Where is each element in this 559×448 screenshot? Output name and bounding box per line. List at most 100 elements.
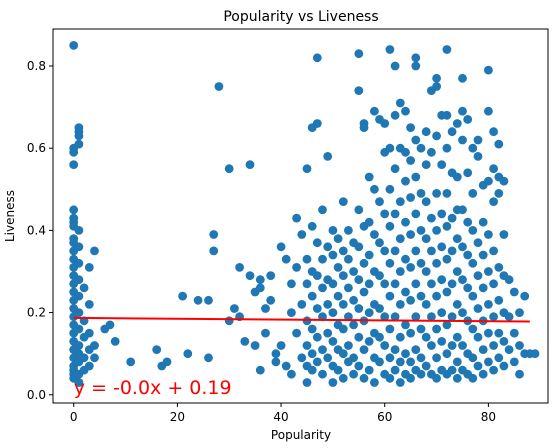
data-point	[421, 300, 431, 309]
data-point	[437, 242, 447, 252]
data-point	[266, 271, 276, 280]
data-point	[458, 242, 467, 252]
data-point	[494, 295, 504, 305]
data-point	[395, 378, 405, 387]
data-point	[250, 341, 260, 350]
data-point	[468, 291, 478, 301]
data-point	[406, 328, 415, 338]
data-point	[69, 41, 79, 50]
data-point	[473, 361, 483, 371]
data-point	[484, 300, 493, 309]
data-point	[395, 267, 405, 276]
data-point	[484, 230, 493, 239]
data-point	[395, 197, 405, 207]
data-point	[375, 357, 384, 367]
data-point	[380, 246, 390, 256]
data-point	[478, 217, 488, 227]
data-point	[302, 316, 312, 326]
data-point	[338, 324, 348, 334]
data-point	[323, 353, 333, 363]
data-point	[442, 110, 452, 120]
data-point	[204, 353, 213, 363]
data-point	[437, 160, 447, 170]
data-point	[452, 234, 462, 244]
data-point	[458, 275, 467, 285]
data-point	[359, 123, 369, 132]
data-point	[380, 279, 390, 289]
data-point	[307, 221, 317, 231]
data-point	[344, 254, 353, 264]
data-point	[302, 164, 312, 174]
data-point	[328, 250, 338, 260]
data-point	[318, 345, 327, 354]
data-point	[328, 378, 338, 387]
data-point	[515, 341, 524, 350]
data-point	[79, 353, 89, 363]
data-point	[499, 361, 509, 371]
data-point	[411, 172, 421, 182]
data-point	[74, 291, 84, 301]
data-point	[385, 45, 395, 54]
data-point	[509, 287, 519, 297]
x-tick-label: 80	[481, 410, 496, 424]
data-point	[432, 73, 441, 83]
data-point	[333, 234, 343, 244]
data-point	[359, 345, 369, 354]
data-point	[162, 357, 172, 367]
data-point	[489, 341, 498, 350]
data-point	[427, 246, 436, 256]
data-point	[90, 341, 99, 350]
data-point	[452, 300, 462, 309]
data-point	[401, 287, 410, 297]
data-point	[432, 373, 441, 383]
data-point	[437, 337, 447, 346]
y-tick-label: 0.0	[27, 388, 46, 402]
data-point	[287, 369, 296, 379]
data-point	[364, 279, 374, 289]
data-point	[312, 332, 322, 342]
data-point	[406, 230, 415, 239]
data-point	[69, 205, 79, 215]
data-point	[74, 378, 84, 387]
data-point	[432, 82, 441, 91]
data-point	[79, 283, 89, 293]
data-point	[338, 349, 348, 359]
data-point	[494, 353, 504, 363]
data-point	[307, 349, 317, 359]
data-point	[447, 312, 457, 322]
data-point	[499, 176, 509, 186]
data-point	[395, 234, 405, 244]
data-point	[411, 246, 421, 256]
data-point	[338, 271, 348, 280]
data-point	[318, 283, 327, 293]
x-tick-label: 20	[170, 410, 185, 424]
y-axis-title: Liveness	[3, 190, 17, 242]
data-point	[380, 312, 390, 322]
data-point	[74, 341, 84, 350]
data-point	[504, 345, 514, 354]
data-point	[447, 365, 457, 375]
data-point	[458, 341, 467, 350]
data-point	[530, 349, 540, 359]
data-point	[354, 275, 364, 285]
data-point	[452, 373, 462, 383]
data-point	[473, 332, 483, 342]
data-point	[385, 184, 395, 194]
data-point	[401, 320, 410, 330]
data-point	[380, 119, 390, 128]
data-point	[406, 193, 415, 202]
data-point	[390, 279, 400, 289]
data-point	[178, 291, 188, 301]
data-point	[432, 291, 441, 301]
data-point	[421, 160, 431, 170]
data-point	[421, 127, 431, 137]
data-point	[385, 291, 395, 301]
data-point	[489, 365, 498, 375]
y-tick-label: 0.4	[27, 223, 46, 237]
data-point	[349, 320, 358, 330]
data-point	[401, 254, 410, 264]
data-point	[406, 295, 415, 305]
data-point	[364, 365, 374, 375]
data-point	[328, 308, 338, 317]
data-point	[307, 291, 317, 301]
